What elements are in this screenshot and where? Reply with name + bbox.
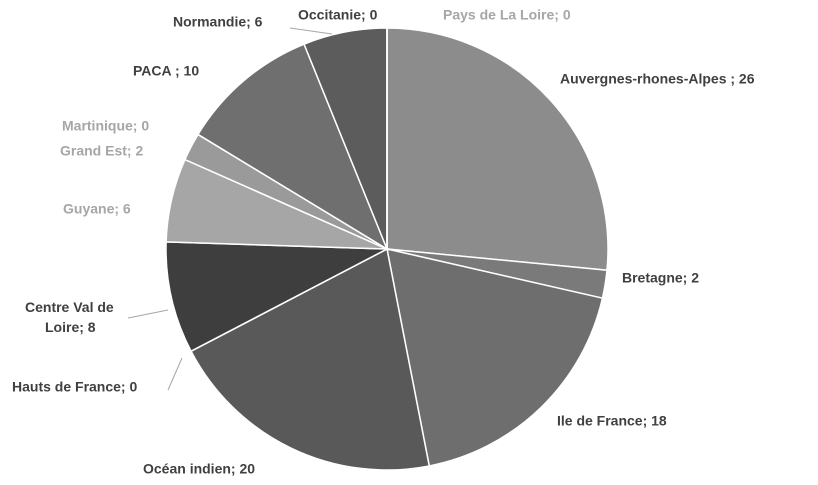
data-label: PACA ; 10 xyxy=(133,63,199,79)
data-label: Centre Val de Loire; 8 xyxy=(25,299,114,335)
data-label: Normandie; 6 xyxy=(173,14,263,30)
data-label: Grand Est; 2 xyxy=(60,143,143,159)
data-label: Hauts de France; 0 xyxy=(12,379,137,395)
pie-slice xyxy=(165,241,390,353)
pie-slice xyxy=(386,248,604,467)
leader-line xyxy=(127,309,169,319)
data-label: Auvergnes-rhones-Alpes ; 26 xyxy=(560,71,755,87)
data-label: Bretagne; 2 xyxy=(622,270,699,286)
data-label: Océan indien; 20 xyxy=(143,461,255,477)
pie-slice xyxy=(386,27,609,272)
data-label: Occitanie; 0 xyxy=(298,7,378,23)
data-label: Martinique; 0 xyxy=(62,118,149,134)
leader-line xyxy=(167,357,183,391)
data-label: Ile de France; 18 xyxy=(557,413,667,429)
data-label: Pays de La Loire; 0 xyxy=(443,7,571,23)
data-label: Guyane; 6 xyxy=(63,201,131,217)
pie-slice xyxy=(190,247,431,471)
pie-slice xyxy=(196,43,389,251)
leader-line xyxy=(289,27,333,35)
